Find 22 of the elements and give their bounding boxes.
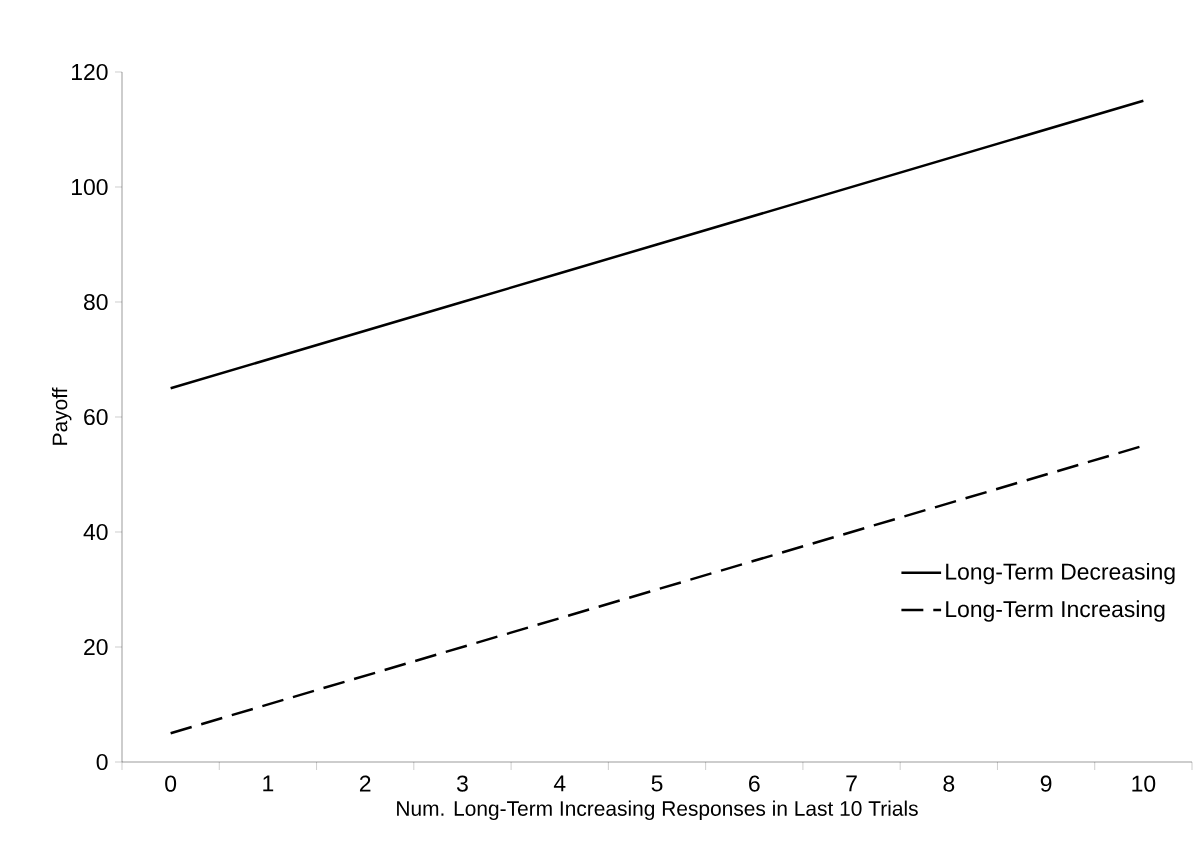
x-tick-label: 9 <box>1040 775 1052 792</box>
legend-label: Long-Term Increasing <box>946 600 1165 622</box>
x-tick-label: 6 <box>749 775 760 792</box>
y-tick-label: 80 <box>84 293 108 311</box>
legend-label: Long-Term Decreasing <box>946 562 1175 585</box>
x-tick-label: 4 <box>553 775 566 792</box>
x-tick-label: 8 <box>943 775 955 792</box>
x-tick-label: 7 <box>846 775 857 792</box>
x-tick-label: 10 <box>1132 775 1156 792</box>
x-tick-label: 1 <box>263 775 274 792</box>
y-axis-title: Payoff <box>51 387 72 445</box>
y-tick-label: 40 <box>83 523 108 541</box>
x-tick-label: 5 <box>651 775 663 792</box>
y-tick-label: 0 <box>96 753 108 771</box>
y-tick-label: 20 <box>84 638 108 656</box>
x-axis-title: Num. Long-Term Increasing Responses in Last 10 Trials <box>397 800 918 821</box>
x-tick-label: 3 <box>456 775 468 792</box>
x-tick-label: 0 <box>165 775 177 792</box>
y-tick-label: 60 <box>84 408 108 426</box>
y-tick-label: 100 <box>72 178 108 196</box>
x-tick-label: 2 <box>359 775 371 792</box>
y-tick-label: 120 <box>72 63 108 81</box>
